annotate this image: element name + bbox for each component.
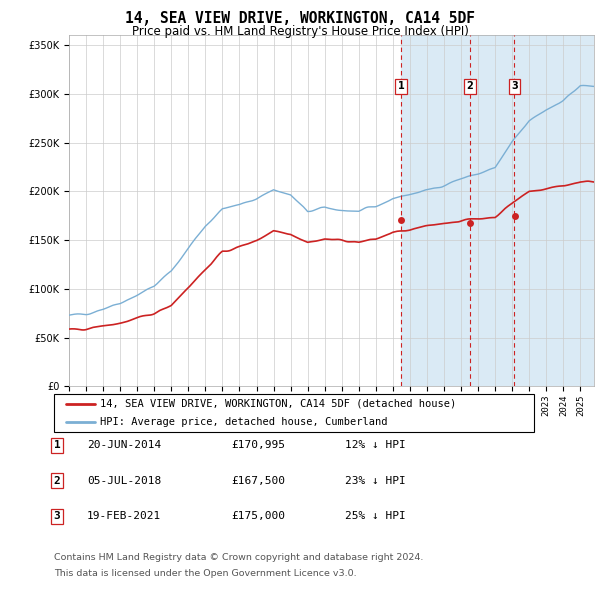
Text: This data is licensed under the Open Government Licence v3.0.: This data is licensed under the Open Gov… xyxy=(54,569,356,578)
Text: £175,000: £175,000 xyxy=(231,512,285,521)
FancyBboxPatch shape xyxy=(54,394,534,432)
Text: £170,995: £170,995 xyxy=(231,441,285,450)
Text: 05-JUL-2018: 05-JUL-2018 xyxy=(87,476,161,486)
Text: 3: 3 xyxy=(511,81,518,91)
Text: Contains HM Land Registry data © Crown copyright and database right 2024.: Contains HM Land Registry data © Crown c… xyxy=(54,553,424,562)
Text: 20-JUN-2014: 20-JUN-2014 xyxy=(87,441,161,450)
Text: 12% ↓ HPI: 12% ↓ HPI xyxy=(345,441,406,450)
Text: Price paid vs. HM Land Registry's House Price Index (HPI): Price paid vs. HM Land Registry's House … xyxy=(131,25,469,38)
Text: 2: 2 xyxy=(466,81,473,91)
Text: 19-FEB-2021: 19-FEB-2021 xyxy=(87,512,161,521)
Text: 14, SEA VIEW DRIVE, WORKINGTON, CA14 5DF: 14, SEA VIEW DRIVE, WORKINGTON, CA14 5DF xyxy=(125,11,475,25)
Text: 3: 3 xyxy=(53,512,61,521)
Text: 14, SEA VIEW DRIVE, WORKINGTON, CA14 5DF (detached house): 14, SEA VIEW DRIVE, WORKINGTON, CA14 5DF… xyxy=(100,399,456,409)
Bar xyxy=(401,35,600,386)
Text: 1: 1 xyxy=(53,441,61,450)
Text: 25% ↓ HPI: 25% ↓ HPI xyxy=(345,512,406,521)
Text: £167,500: £167,500 xyxy=(231,476,285,486)
Text: 2: 2 xyxy=(53,476,61,486)
Text: 23% ↓ HPI: 23% ↓ HPI xyxy=(345,476,406,486)
Text: 1: 1 xyxy=(398,81,404,91)
Text: HPI: Average price, detached house, Cumberland: HPI: Average price, detached house, Cumb… xyxy=(100,417,387,427)
